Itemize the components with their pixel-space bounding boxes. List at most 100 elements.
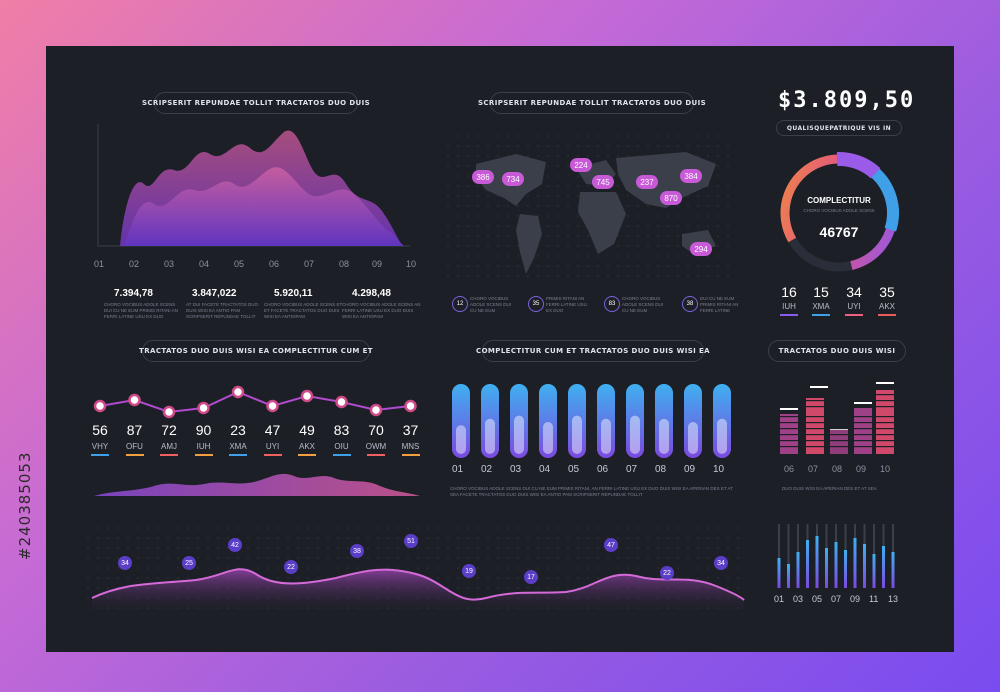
map-pin[interactable]: 237 — [636, 175, 658, 189]
vertical-bar[interactable] — [853, 538, 857, 588]
line-point[interactable] — [231, 385, 245, 399]
wave-pin[interactable]: 42 — [228, 538, 242, 552]
pill-bar-fill — [543, 422, 553, 454]
vertical-bar[interactable] — [844, 550, 847, 588]
line-point[interactable] — [162, 405, 176, 419]
line-chart — [93, 385, 417, 419]
eq-tick: 10 — [880, 464, 891, 474]
vertical-bar[interactable] — [806, 540, 809, 588]
donut-value: 46767 — [819, 224, 859, 240]
stat-value: 4.298,48 — [352, 288, 391, 299]
eq-tick: 06 — [784, 464, 795, 474]
vertical-bar[interactable] — [863, 544, 866, 588]
line-point[interactable] — [335, 395, 348, 409]
vertical-bar[interactable] — [872, 554, 876, 588]
area-tick: 07 — [304, 259, 315, 269]
wave-pin[interactable]: 34 — [714, 556, 728, 570]
line-point-underline — [298, 454, 316, 456]
eq-tick: 08 — [832, 464, 843, 474]
balance-caption: QUALISQUEPATRIQUE VIS IN — [776, 120, 902, 136]
line-point[interactable] — [404, 399, 417, 413]
line-point[interactable] — [266, 399, 279, 413]
bar-tick: 04 — [539, 464, 551, 475]
line-point[interactable] — [128, 393, 141, 407]
area-tick: 09 — [372, 259, 383, 269]
pill-bar-fill — [659, 418, 669, 454]
map-pin[interactable]: 870 — [660, 191, 682, 205]
vertical-bar[interactable] — [825, 548, 828, 588]
wave-pin[interactable]: 47 — [604, 538, 618, 552]
vertical-bar[interactable] — [787, 564, 790, 588]
map-pin[interactable]: 294 — [690, 242, 712, 256]
stat-desc: CHORO VOCIBUS ADOLE SCENS DUI CU NE EUM … — [104, 302, 178, 319]
bar-tick: 06 — [597, 464, 609, 475]
line-point-underline — [263, 454, 282, 456]
wave-pin[interactable]: 25 — [182, 556, 196, 570]
wave-pin[interactable]: 19 — [462, 564, 476, 578]
line-point-label: IUH — [196, 442, 211, 451]
pill-bar[interactable] — [597, 384, 615, 458]
vbar-tick: 13 — [888, 594, 899, 604]
donut-stat-value: 35 — [879, 284, 895, 300]
donut-stat-label: IUH — [782, 302, 796, 311]
line-point[interactable] — [197, 401, 210, 415]
line-point-value: 49 — [299, 422, 315, 438]
donut-chart — [778, 152, 900, 275]
map-pin[interactable]: 734 — [502, 172, 524, 186]
bar-tick: 09 — [684, 464, 696, 475]
vertical-bar[interactable] — [834, 542, 838, 588]
wave-pin[interactable]: 38 — [350, 544, 364, 558]
line-point-value: 87 — [126, 422, 143, 438]
wave-pin[interactable]: 34 — [118, 556, 132, 570]
equalizer-chart — [776, 382, 902, 454]
map-pin[interactable]: 386 — [472, 170, 494, 184]
pill-bar[interactable] — [568, 384, 586, 458]
bar-tick: 07 — [626, 464, 638, 475]
wave-pin[interactable]: 22 — [284, 560, 298, 574]
line-point[interactable] — [300, 389, 314, 403]
vbar-tick: 07 — [831, 594, 842, 604]
stat-desc: CHORO VOCIBUS ADOLE SCENS AN FERRI LATIN… — [342, 302, 421, 319]
line-point-value: 56 — [92, 422, 108, 438]
line-point-label: VHY — [91, 442, 109, 451]
pill-bar[interactable] — [626, 384, 644, 458]
vertical-bar[interactable] — [891, 552, 895, 588]
bar-tick: 08 — [655, 464, 667, 475]
map-stat-badge: 35 — [528, 296, 544, 312]
vbar-tick: 05 — [812, 594, 823, 604]
pill-bar[interactable] — [539, 384, 557, 458]
pill-bar[interactable] — [510, 384, 528, 458]
line-chart-title: TRACTATOS DUO DUIS WISI EA COMPLECTITUR … — [139, 340, 373, 362]
line-point-underline — [229, 454, 247, 456]
bar-tick: 10 — [713, 464, 725, 475]
line-point[interactable] — [369, 403, 383, 417]
vertical-bar[interactable] — [815, 536, 819, 588]
line-point-value: 72 — [161, 422, 177, 438]
map-pin[interactable]: 224 — [570, 158, 592, 172]
line-point-underline — [160, 454, 178, 456]
pill-bar[interactable] — [684, 384, 702, 458]
line-point-value: 37 — [402, 422, 419, 438]
pill-bar[interactable] — [481, 384, 499, 458]
vertical-bar[interactable] — [796, 552, 800, 588]
bar-tick: 02 — [481, 464, 493, 475]
pill-bar-fill — [601, 418, 611, 454]
wave-pin[interactable]: 51 — [404, 534, 418, 548]
wave-pin[interactable]: 17 — [524, 570, 538, 584]
area-tick: 08 — [339, 259, 350, 269]
wave-pin[interactable]: 22 — [660, 566, 674, 580]
dashboard-panel: SCRIPSERIT REPUNDAE TOLLIT TRACTATOS DUO… — [46, 46, 954, 652]
pill-bar[interactable] — [655, 384, 673, 458]
line-point-label: AKX — [298, 442, 315, 451]
world-map — [446, 134, 736, 284]
map-pin[interactable]: 384 — [680, 169, 702, 183]
vertical-bar[interactable] — [777, 558, 781, 588]
pill-bar[interactable] — [452, 384, 470, 458]
map-pin[interactable]: 745 — [592, 175, 614, 189]
vertical-bar[interactable] — [882, 546, 885, 588]
pill-bar[interactable] — [713, 384, 731, 458]
map-title: SCRIPSERIT REPUNDAE TOLLIT TRACTATOS DUO… — [478, 92, 706, 114]
line-point[interactable] — [93, 399, 107, 413]
donut-subtitle: CHORO VOCIBUS ADOLE SCENS — [803, 208, 875, 213]
pill-bar-fill — [514, 415, 524, 454]
